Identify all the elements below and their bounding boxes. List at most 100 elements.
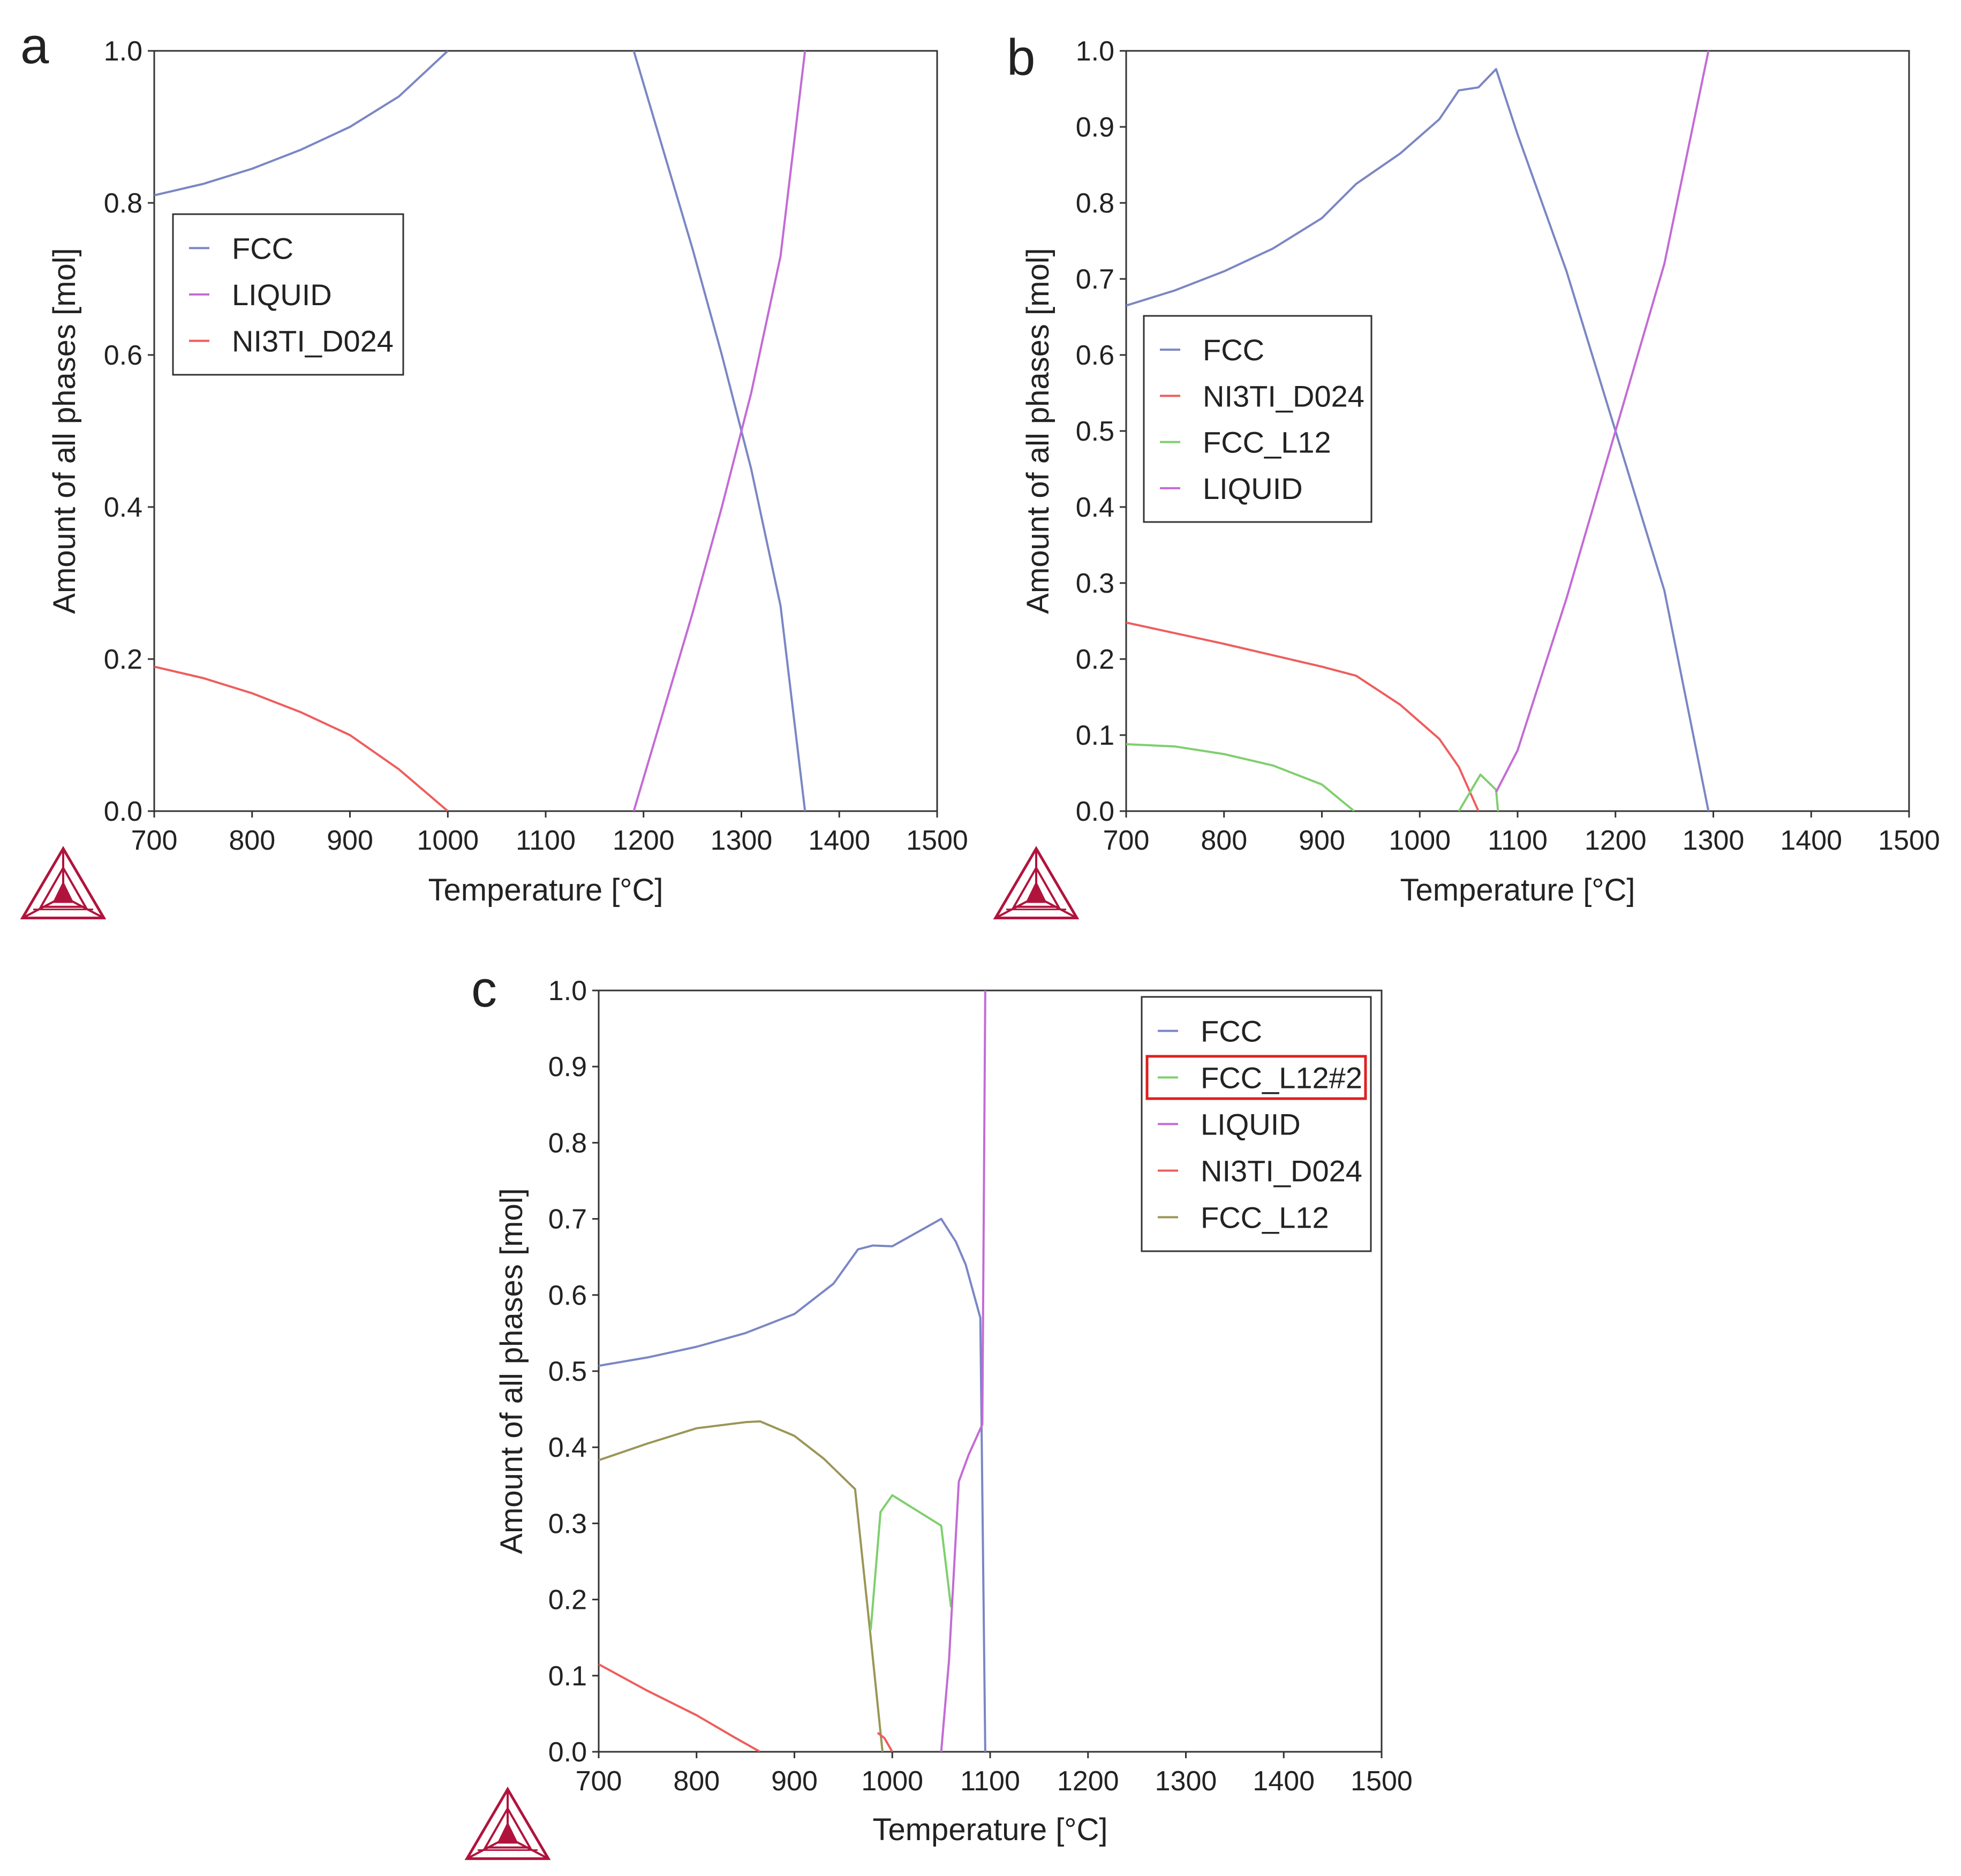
series-line-ni3ti-d024 [154,665,449,811]
logo-spoke [466,1836,508,1860]
legend-item-liquid: LIQUID [1160,472,1303,505]
x-tick-label: 900 [1299,825,1345,856]
series-line-ni3ti-d024 [1126,621,1480,811]
y-tick-label: 0.4 [1076,492,1114,523]
y-tick-label: 0.1 [548,1661,587,1692]
y-tick-label: 0.8 [1076,188,1114,219]
legend-box [1143,315,1372,523]
legend-item-fcc-l12-2: FCC_L12#2 [1145,1055,1367,1100]
chart-panel-c: 700 800 900 1000 1100 1200 1300 1400 1500 0.0 0.1 0… [464,975,1413,1860]
legend-item-ni3ti-d024: NI3TI_D024 [1160,379,1364,413]
series-line-fcc [632,51,806,811]
legend-item-ni3ti-d024: NI3TI_D024 [189,324,394,358]
x-tick-label: 900 [327,825,373,856]
legend-item-fcc: FCC [1160,333,1264,367]
legend-item-ni3ti-d024: NI3TI_D024 [1158,1154,1362,1188]
legend-label: FCC [1201,1015,1262,1048]
x-tick-label: 700 [576,1766,622,1797]
legend: FCC LIQUID NI3TI_D024 [172,213,404,376]
series-group [599,990,986,1752]
y-tick-label: 0.0 [548,1737,587,1768]
y-tick-label: 0.6 [1076,340,1114,371]
x-tick-label: 1200 [1585,825,1647,856]
x-tick-label: 700 [1103,825,1150,856]
y-tick-label: 1.0 [548,975,587,1007]
x-tick-label: 1500 [1878,825,1940,856]
x-tick-label: 800 [229,825,275,856]
thermo-calc-logo-icon [464,1787,551,1860]
logo-spoke [22,895,64,919]
y-tick-label: 0.6 [104,340,142,371]
logo-outer-triangle [464,1787,551,1860]
logo-inner-triangle [1012,865,1061,908]
logo-spoke [995,895,1037,919]
legend-label: NI3TI_D024 [1203,379,1364,413]
legend-item-fcc: FCC [1158,1015,1262,1048]
legend-item-fcc-l12: FCC_L12 [1158,1201,1329,1235]
x-tick-label: 1200 [613,825,675,856]
series-line-fcc-l12 [1126,743,1355,811]
logo-inner-triangle [39,865,88,908]
legend-item-fcc: FCC [189,231,293,265]
legend-label: FCC [1203,333,1264,367]
x-axis-title: Temperature [°C] [872,1812,1107,1847]
series-line-fcc [1126,68,1710,811]
legend-label: NI3TI_D024 [232,324,394,358]
y-tick-label: 0.8 [104,188,142,219]
legend-label: NI3TI_D024 [1201,1154,1362,1188]
logo-spoke [1036,895,1077,919]
y-axis-title: Amount of all phases [mol] [494,1188,529,1554]
y-tick-label: 0.9 [548,1052,587,1083]
chart-panel-b: 700 800 900 1000 1100 1200 1300 1400 1500 0.0 0.1 0… [993,36,1940,920]
legend-item-liquid: LIQUID [1158,1108,1301,1141]
y-tick-label: 1.0 [104,36,142,67]
x-tick-label: 800 [673,1766,720,1797]
y-tick-label: 0.2 [104,644,142,675]
logo-outer-triangle [993,846,1080,920]
thermo-calc-logo-icon [20,846,107,920]
y-tick-label: 0.3 [548,1508,587,1539]
y-tick-label: 0.5 [1076,416,1114,447]
x-tick-label: 1000 [417,825,479,856]
y-tick-label: 1.0 [1076,36,1114,67]
legend-box [172,213,404,376]
x-tick-label: 1000 [861,1766,923,1797]
x-tick-label: 1200 [1057,1766,1119,1797]
x-tick-label: 1400 [1253,1766,1315,1797]
x-tick-label: 1000 [1389,825,1451,856]
y-tick-label: 0.7 [548,1204,587,1235]
y-tick-label: 0.5 [548,1356,587,1387]
logo-outer-triangle [20,846,107,920]
series-line-ni3ti-d024 [877,1731,894,1752]
x-tick-label: 1300 [1155,1766,1217,1797]
y-tick-label: 0.2 [1076,644,1114,675]
panel-label-b: b [1007,29,1035,86]
series-line-fcc [599,1217,986,1752]
y-tick-label: 0.2 [548,1585,587,1616]
x-tick-label: 1100 [1488,825,1548,856]
legend-item-liquid: LIQUID [189,278,332,312]
logo-spoke [63,895,104,919]
series-line-ni3ti-d024 [599,1663,761,1752]
x-tick-label: 1500 [1351,1766,1413,1797]
y-tick-label: 0.4 [104,492,142,523]
series-line-fcc-l12 [599,1420,884,1752]
legend-label: LIQUID [1203,472,1303,505]
y-tick-label: 0.8 [548,1128,587,1159]
y-axis-title: Amount of all phases [mol] [1021,248,1055,614]
x-tick-label: 1100 [516,825,576,856]
x-tick-label: 1300 [1683,825,1745,856]
panel-label-a: a [20,17,49,74]
x-axis-title: Temperature [°C] [1400,873,1635,907]
y-tick-label: 0.0 [104,796,142,827]
legend: FCC FCC_L12#2 LIQUID NI3TI_D024 FCC_L12 [1141,996,1372,1252]
legend-label: FCC_L12 [1203,426,1331,459]
legend-box [1141,996,1372,1252]
x-tick-label: 1400 [808,825,870,856]
legend-label: FCC_L12#2 [1201,1061,1362,1095]
legend-item-fcc-l12: FCC_L12 [1160,426,1331,459]
y-tick-label: 0.0 [1076,796,1114,827]
x-axis-title: Temperature [°C] [428,873,663,907]
legend-label: FCC [232,231,293,265]
series-group [154,51,806,811]
